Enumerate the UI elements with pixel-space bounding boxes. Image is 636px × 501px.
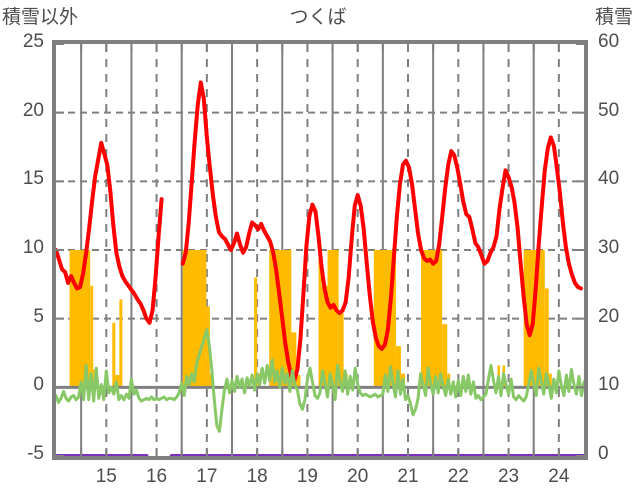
- bar-segment: [421, 250, 443, 388]
- bar-segment: [291, 332, 297, 388]
- plot-svg: [56, 44, 584, 456]
- x-axis-tick-label: 21: [397, 466, 419, 487]
- y-axis-left-tick-label: 20: [22, 99, 44, 121]
- bar-segment: [395, 346, 401, 388]
- bar-segment: [321, 285, 328, 388]
- x-axis-tick-label: 17: [196, 466, 218, 487]
- x-axis-tick-label: 18: [246, 466, 268, 487]
- bar-segment: [544, 288, 549, 388]
- y-axis-right-tick-label: 20: [598, 305, 620, 327]
- y-axis-left-tick-label: 25: [22, 31, 44, 52]
- y-axis-left-tick-label: 5: [33, 305, 44, 327]
- y-axis-right-tick-label: 40: [598, 168, 620, 190]
- bar-segment: [327, 250, 339, 388]
- bar-segment: [182, 250, 207, 388]
- bar-segment: [548, 373, 552, 388]
- page-title: つくば: [289, 7, 347, 28]
- plot-area: [52, 40, 588, 460]
- y-axis-left-tick-label: -5: [27, 443, 44, 464]
- y-axis-right-tick-label: 30: [598, 237, 620, 258]
- series-line-green: [56, 328, 584, 433]
- series-line-red: [180, 80, 583, 383]
- series-line-red: [56, 140, 164, 325]
- x-axis-tick-label: 16: [145, 466, 168, 487]
- bar-segment: [90, 285, 94, 388]
- bar-segment: [318, 250, 322, 388]
- bar-segment: [112, 322, 116, 388]
- x-axis-tick-label: 22: [447, 466, 469, 487]
- x-axis-tick-label: 19: [296, 466, 318, 487]
- bar-segment: [338, 313, 344, 388]
- x-axis-tick-label: 15: [95, 466, 117, 487]
- x-axis-tick-label: 24: [548, 466, 570, 487]
- right-axis-caption: 積雪: [594, 7, 633, 28]
- y-axis-left-tick-label: 0: [33, 374, 44, 396]
- bar-segment: [119, 299, 123, 388]
- bar-segment: [442, 324, 448, 388]
- y-axis-left-tick-label: 10: [22, 237, 44, 258]
- y-axis-right-tick-label: 60: [598, 31, 620, 52]
- y-axis-right-tick-label: 50: [598, 99, 620, 121]
- y-axis-right-tick-label: 0: [598, 443, 609, 464]
- y-axis-left-tick-label: 15: [22, 168, 44, 190]
- left-axis-caption: 積雪以外: [2, 7, 79, 28]
- bar-segment: [296, 374, 301, 388]
- x-axis-tick-label: 20: [347, 466, 369, 487]
- x-axis-tick-label: 23: [497, 466, 520, 487]
- bar-segment: [254, 277, 258, 388]
- y-axis-right-tick-label: 10: [598, 374, 620, 396]
